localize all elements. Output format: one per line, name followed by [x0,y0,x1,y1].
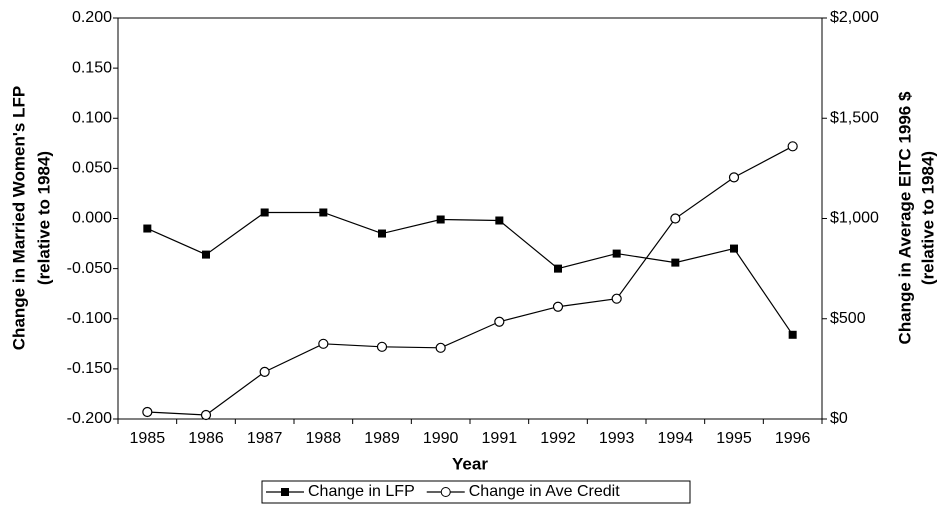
series-line [147,145,793,416]
marker [259,366,270,377]
y-tick-label: 0.050 [72,160,112,177]
y-tick-label: -0.100 [67,310,112,327]
legend-marker [440,487,451,497]
marker [494,316,505,327]
y2-tick-label: $1,000 [830,210,879,227]
marker [318,338,329,349]
legend-box [261,480,691,504]
x-tick-label: 1985 [130,430,166,447]
marker [554,264,562,273]
y2-tick-label: $0 [830,410,848,427]
marker [200,409,212,421]
marker [143,224,152,233]
marker [260,208,269,217]
marker [378,229,386,238]
legend-label: Change in LFP [308,483,415,500]
y2-tick-label: $500 [830,310,866,327]
x-tick-label: 1995 [716,430,752,447]
y-tick-label: -0.150 [67,360,112,377]
x-tick-label: 1990 [423,430,459,447]
legend-marker [281,488,289,496]
x-tick-label: 1988 [306,430,342,447]
y2-axis-title: Change in Average EITC 1996 $ [895,91,914,344]
marker [436,215,445,224]
marker [611,293,622,304]
y-tick-label: -0.050 [67,260,112,277]
marker [612,249,621,258]
marker [142,406,153,418]
y-axis-title: Change in Married Women's LFP [9,86,28,350]
y2-tick-label: $2,000 [830,9,879,26]
y2-axis-title: (relative to 1984) [918,151,937,285]
y2-tick-label: $1,500 [830,109,879,126]
legend-label: Change in Ave Credit [469,483,620,500]
x-tick-label: 1992 [540,430,576,447]
y-tick-label: 0.150 [72,59,112,76]
marker [787,141,798,152]
y-tick-label: 0.000 [72,210,112,227]
marker [670,213,681,224]
y-tick-label: 0.100 [72,109,112,126]
marker [376,341,388,352]
x-axis-title: Year [452,454,488,473]
x-tick-label: 1986 [188,430,224,447]
x-tick-label: 1987 [247,430,283,447]
x-tick-label: 1996 [775,430,811,447]
marker [202,250,210,259]
marker [671,258,680,267]
marker [495,216,504,225]
marker [552,301,564,312]
y-tick-label: 0.200 [72,9,112,26]
y-tick-label: -0.200 [67,410,112,427]
marker [319,208,328,217]
x-tick-label: 1989 [364,430,400,447]
marker [788,330,797,339]
x-tick-label: 1994 [658,430,694,447]
marker [728,172,740,183]
marker [435,342,446,353]
marker [730,244,738,253]
x-tick-label: 1991 [482,430,518,447]
plot-frame [117,17,823,420]
y-axis-title: (relative to 1984) [34,151,53,285]
x-tick-label: 1993 [599,430,635,447]
series-line [147,211,794,336]
